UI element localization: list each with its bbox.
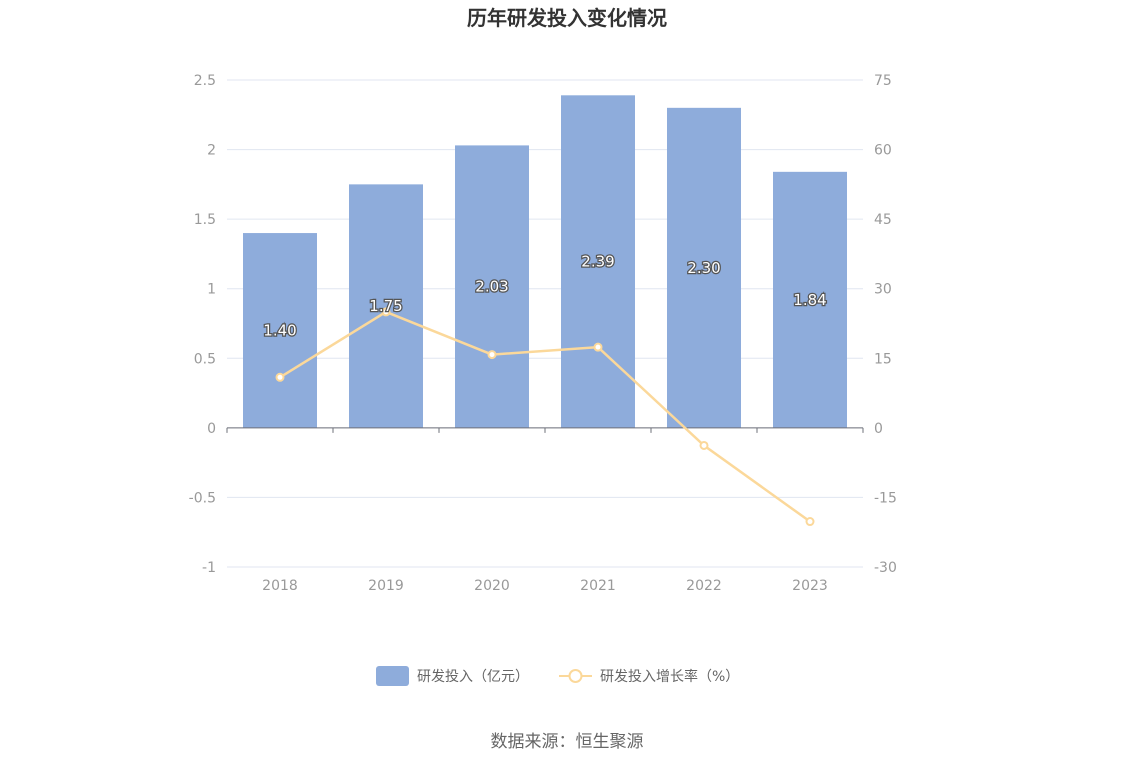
- left-tick-label: 0.5: [194, 351, 216, 367]
- bar-value-label: 2.39: [581, 253, 614, 271]
- left-tick-label: 0: [207, 421, 216, 437]
- right-tick-label: 15: [874, 351, 892, 367]
- right-tick-label: -30: [874, 560, 897, 576]
- x-tick-label: 2018: [262, 578, 298, 594]
- left-axis: 2.5 2 1.5 1 0.5 0 -0.5 -1: [189, 73, 216, 576]
- x-tick-label: 2022: [686, 578, 722, 594]
- chart-title: 历年研发投入变化情况: [467, 6, 667, 30]
- line-point[interactable]: [595, 344, 602, 351]
- line-point[interactable]: [489, 351, 496, 358]
- bar-labels: 1.40 1.75 2.03 2.39 2.30 1.84: [263, 253, 826, 340]
- right-tick-label: 0: [874, 421, 883, 437]
- right-tick-label: -15: [874, 490, 897, 506]
- right-tick-label: 45: [874, 212, 892, 228]
- left-tick-label: 2.5: [194, 73, 216, 89]
- legend-bar-swatch: [376, 666, 409, 686]
- x-axis: 2018 2019 2020 2021 2022 2023: [227, 428, 863, 594]
- legend-item-line[interactable]: 研发投入增长率（%）: [559, 668, 739, 685]
- right-tick-label: 60: [874, 143, 892, 159]
- legend: 研发投入（亿元） 研发投入增长率（%）: [376, 666, 739, 686]
- left-tick-label: -1: [202, 560, 216, 576]
- x-tick-label: 2019: [368, 578, 404, 594]
- bar-series: [243, 95, 847, 428]
- legend-line-marker: [570, 670, 582, 682]
- left-tick-label: 1.5: [194, 212, 216, 228]
- grid: [227, 80, 863, 567]
- bar-value-label: 1.40: [263, 321, 296, 339]
- left-tick-label: 2: [207, 143, 216, 159]
- right-tick-label: 75: [874, 73, 892, 89]
- line-point[interactable]: [807, 518, 814, 525]
- legend-line-label: 研发投入增长率（%）: [600, 668, 739, 685]
- right-tick-label: 30: [874, 282, 892, 298]
- x-tick-label: 2023: [792, 578, 828, 594]
- bar-value-label: 2.30: [687, 259, 720, 277]
- bar-value-label: 2.03: [475, 278, 508, 296]
- left-tick-label: -0.5: [189, 490, 216, 506]
- legend-item-bar[interactable]: 研发投入（亿元）: [376, 666, 529, 686]
- x-tick-label: 2021: [580, 578, 616, 594]
- line-point[interactable]: [277, 374, 284, 381]
- legend-bar-label: 研发投入（亿元）: [417, 669, 529, 685]
- bar-value-label: 1.75: [369, 297, 402, 315]
- source-note: 数据来源：恒生聚源: [491, 732, 644, 752]
- line-point[interactable]: [701, 442, 708, 449]
- right-axis: 75 60 45 30 15 0 -15 -30: [874, 73, 897, 576]
- x-tick-label: 2020: [474, 578, 510, 594]
- left-tick-label: 1: [207, 282, 216, 298]
- bar-value-label: 1.84: [793, 291, 826, 309]
